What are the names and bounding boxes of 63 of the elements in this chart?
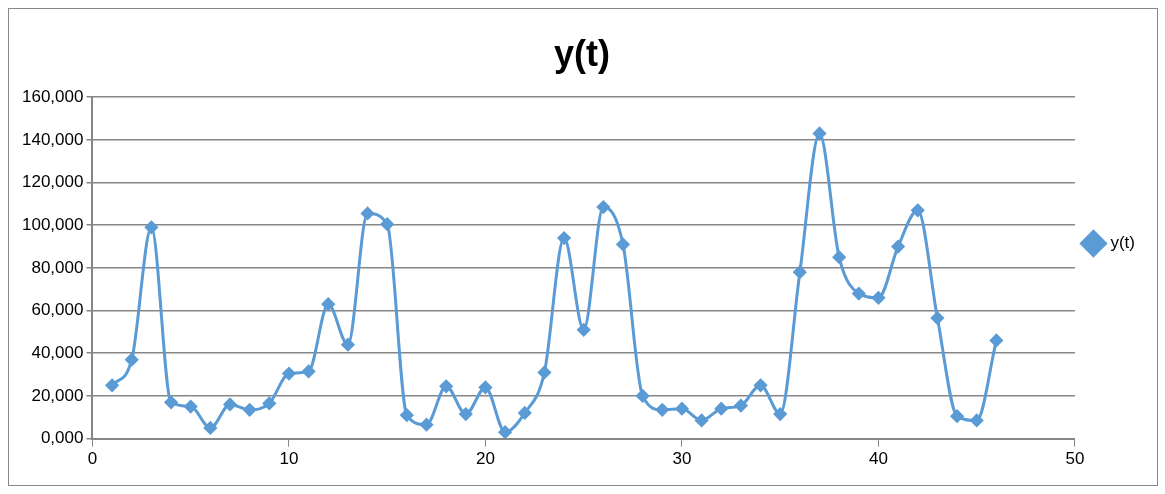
- point: [754, 378, 768, 392]
- point: [420, 418, 433, 432]
- point: [164, 395, 178, 409]
- point: [793, 265, 807, 279]
- point: [871, 291, 885, 305]
- point: [950, 409, 964, 423]
- point: [813, 126, 826, 140]
- point: [911, 203, 925, 217]
- point: [655, 403, 669, 417]
- point: [439, 379, 453, 393]
- point: [695, 413, 709, 427]
- y-tick-label: 160,000: [22, 86, 84, 106]
- x-tick-label: 50: [1065, 449, 1085, 469]
- point: [832, 250, 846, 264]
- point: [596, 200, 610, 214]
- point: [616, 237, 630, 251]
- point: [518, 406, 532, 420]
- point: [675, 402, 689, 416]
- point: [930, 311, 944, 325]
- x-tick-label: 30: [672, 449, 692, 469]
- point: [636, 389, 650, 403]
- legend-label: y(t): [1110, 233, 1135, 253]
- point: [223, 397, 237, 411]
- point: [714, 402, 728, 416]
- y-tick-label: 60,000: [31, 300, 84, 320]
- y-tick-label: 140,000: [22, 129, 84, 149]
- x-tick-label: 0: [87, 449, 98, 469]
- point: [361, 206, 375, 220]
- point: [203, 421, 217, 435]
- y-tick-label: 0,000: [40, 428, 84, 448]
- point: [498, 425, 512, 439]
- x-tick-label: 40: [868, 449, 888, 469]
- y-tick-label: 120,000: [22, 172, 84, 192]
- point: [537, 365, 551, 379]
- point: [302, 364, 316, 378]
- point: [970, 413, 984, 427]
- point: [478, 380, 492, 394]
- point: [380, 217, 394, 231]
- point: [773, 407, 787, 421]
- y-tick-label: 80,000: [31, 257, 84, 277]
- point: [125, 353, 139, 367]
- point: [852, 287, 866, 301]
- point: [577, 323, 591, 337]
- point: [557, 231, 571, 245]
- point: [321, 297, 335, 311]
- chart-title: y(t): [554, 32, 610, 74]
- x-tick-label: 10: [279, 449, 299, 469]
- y-tick-label: 20,000: [31, 385, 84, 405]
- point: [243, 403, 257, 417]
- point: [262, 396, 276, 410]
- point: [144, 220, 158, 234]
- point: [282, 367, 296, 381]
- point: [459, 407, 473, 421]
- point: [891, 240, 905, 254]
- point: [734, 399, 748, 413]
- point: [341, 338, 355, 352]
- y-tick-label: 100,000: [22, 214, 84, 234]
- point: [184, 400, 198, 414]
- x-tick-label: 20: [475, 449, 495, 469]
- point: [105, 378, 119, 392]
- y-tick-label: 40,000: [31, 342, 84, 362]
- point: [400, 408, 414, 422]
- point: [989, 333, 1003, 347]
